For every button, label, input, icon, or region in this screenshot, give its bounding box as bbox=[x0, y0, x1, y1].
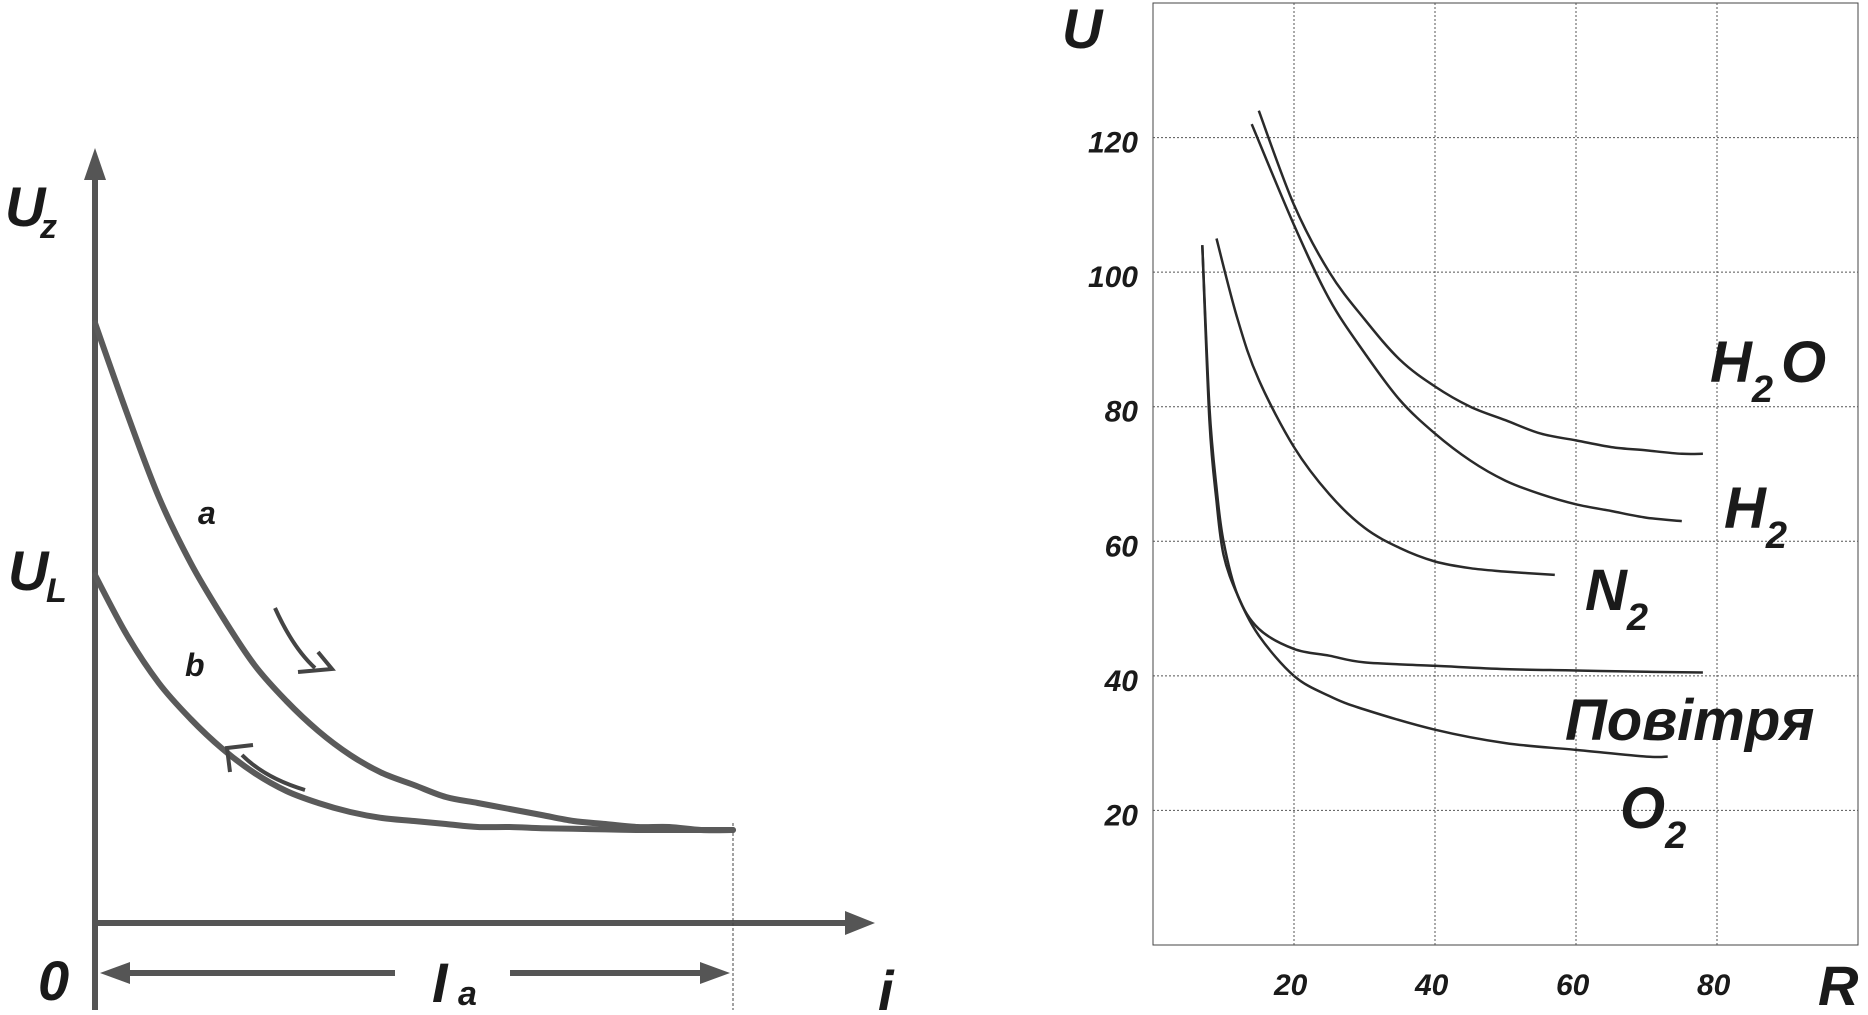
right-y-tick-label: 40 bbox=[1104, 665, 1139, 698]
left-y-axis-arrow-icon bbox=[84, 148, 106, 180]
left-series-line-a bbox=[92, 320, 736, 834]
span-label-sub: a bbox=[458, 975, 477, 1013]
right-series-label-4: Повітря bbox=[1565, 688, 1814, 753]
right-series-labels: H2 O H2 N2 Повітря O2 bbox=[1565, 330, 1826, 857]
y-marker-label-sub: L bbox=[46, 572, 67, 610]
origin-label: 0 bbox=[38, 949, 69, 1012]
right-y-tick-label: 60 bbox=[1105, 530, 1139, 563]
series-label-b: b bbox=[185, 647, 205, 683]
right-x-tick-label: 40 bbox=[1414, 969, 1449, 1002]
left-y-axis-label-sub: z bbox=[39, 208, 57, 246]
right-y-tick-label: 100 bbox=[1088, 261, 1138, 294]
direction-arrow-down-head-icon bbox=[297, 650, 336, 674]
right-series-label-1: H2 O bbox=[1710, 330, 1826, 411]
right-y-tick-label: 120 bbox=[1088, 127, 1138, 160]
right-series-label-2: H2 bbox=[1724, 476, 1787, 557]
right-x-axis-label: R bbox=[1818, 954, 1859, 1015]
right-x-tick-label: 80 bbox=[1697, 969, 1731, 1002]
span-label: I bbox=[432, 951, 449, 1014]
right-y-tick-label: 80 bbox=[1105, 396, 1139, 429]
right-plot-frame bbox=[1152, 2, 1859, 946]
right-y-tick-label: 20 bbox=[1104, 799, 1139, 832]
right-ticks: 20 40 60 80 20 40 60 80 100 120 bbox=[1088, 127, 1731, 1002]
direction-arrow-back-head-icon bbox=[224, 743, 254, 773]
right-series-line-2 bbox=[1250, 123, 1682, 523]
left-y-axis-label: U bbox=[5, 175, 47, 238]
right-x-tick-label: 20 bbox=[1273, 969, 1308, 1002]
series-label-a: a bbox=[198, 495, 216, 531]
right-series-line-4 bbox=[1201, 245, 1703, 674]
y-marker-label: U bbox=[8, 539, 50, 602]
right-series-label-3: N2 bbox=[1585, 558, 1648, 639]
right-grid bbox=[1153, 3, 1858, 945]
left-series-line-b bbox=[92, 572, 736, 834]
left-curves bbox=[92, 320, 736, 834]
right-curves bbox=[1201, 110, 1703, 759]
span-arrow-right-icon bbox=[700, 962, 730, 984]
right-series-label-5: O2 bbox=[1620, 776, 1686, 857]
right-series-line-1 bbox=[1257, 110, 1703, 456]
left-x-axis-arrow-icon bbox=[845, 911, 875, 935]
right-x-tick-label: 60 bbox=[1556, 969, 1590, 1002]
left-x-axis-label: i bbox=[878, 959, 895, 1015]
direction-arrow-down-icon bbox=[273, 607, 317, 670]
right-series-line-3 bbox=[1215, 238, 1555, 577]
left-chart: U z U L 0 I a i a b bbox=[5, 148, 895, 1015]
right-y-axis-label: U bbox=[1062, 0, 1104, 60]
right-series-line-5 bbox=[1201, 245, 1668, 759]
span-arrow-left-icon bbox=[100, 962, 130, 984]
direction-arrow-back-icon bbox=[240, 753, 306, 792]
